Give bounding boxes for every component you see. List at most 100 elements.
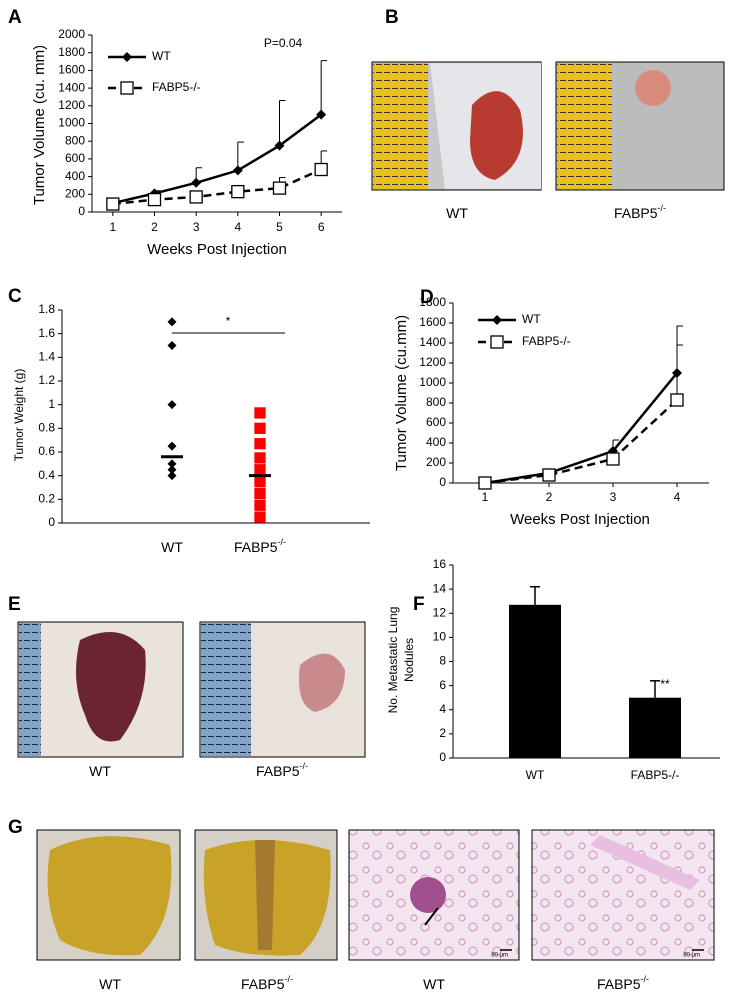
label-text: WT xyxy=(99,976,121,992)
x-tick-label: 4 xyxy=(674,490,681,504)
x-tick-label: 2 xyxy=(151,220,158,234)
y-axis-label: Tumor Volume (cu.mm) xyxy=(393,315,410,471)
y-tick-label: 1200 xyxy=(419,355,446,369)
scale-bar-label: 80 μm xyxy=(491,953,508,959)
label: WT xyxy=(161,539,183,555)
marker xyxy=(106,197,120,211)
y-tick-label: 1200 xyxy=(58,98,85,112)
marker xyxy=(167,341,177,350)
y-tick-label: 400 xyxy=(426,435,446,449)
marker xyxy=(254,438,266,450)
y-tick-label: 200 xyxy=(426,455,446,469)
marker xyxy=(167,459,177,469)
y-tick-label: 1.2 xyxy=(38,373,55,387)
marker xyxy=(254,511,266,523)
scale-bar-label: 80 μm xyxy=(683,953,700,959)
y-tick-label: 0 xyxy=(439,750,446,764)
x-tick-label: 5 xyxy=(276,220,283,234)
marker xyxy=(254,475,266,488)
panel-label: A xyxy=(8,7,22,28)
label-text: FABP5 xyxy=(597,976,641,992)
marker xyxy=(167,441,177,451)
annotation: P=0.04 xyxy=(264,36,303,50)
photo-tumor-wt xyxy=(371,61,542,191)
y-axis-label: Tumor Volume (cu. mm) xyxy=(31,45,48,205)
marker xyxy=(542,468,556,482)
x-tick-label: 3 xyxy=(193,220,200,234)
label-text: FABP5 xyxy=(241,976,285,992)
y-axis-label-line: No. Metastatic Lung xyxy=(386,607,400,714)
series-line xyxy=(112,113,322,205)
marker xyxy=(254,499,266,511)
y-tick-label: 1.6 xyxy=(38,326,55,340)
label: FABP5-/- xyxy=(234,537,286,554)
y-tick-label: 1000 xyxy=(419,375,446,389)
label-text: FABP5 xyxy=(256,763,300,779)
y-tick-label: 1000 xyxy=(58,116,85,130)
marker xyxy=(272,181,287,195)
y-axis-label: No. Metastatic Lung Nodules xyxy=(386,607,416,714)
marker xyxy=(167,400,177,410)
label: FABP5-/- xyxy=(614,203,666,220)
label: FABP5-/- xyxy=(597,974,649,991)
y-tick-label: 600 xyxy=(65,151,85,165)
photo-lung-wt xyxy=(17,621,184,758)
x-tick-label: 1 xyxy=(482,490,489,504)
label: WT xyxy=(89,763,111,779)
label-text: WT xyxy=(423,976,445,992)
label-text: FABP5 xyxy=(234,539,278,555)
series-line xyxy=(484,399,678,485)
x-tick-label: FABP5-/- xyxy=(631,768,680,782)
panel-label: E xyxy=(8,594,21,615)
y-tick-label: 1400 xyxy=(419,335,446,349)
y-tick-label: 0.6 xyxy=(38,444,55,458)
marker xyxy=(274,140,285,151)
x-tick-label: 4 xyxy=(234,220,241,234)
marker xyxy=(606,452,620,466)
y-tick-label: 4 xyxy=(439,702,446,716)
y-tick-label: 8 xyxy=(439,654,446,668)
y-tick-label: 1.8 xyxy=(38,302,55,316)
marker xyxy=(167,317,177,327)
y-tick-label: 6 xyxy=(439,678,446,692)
y-axis-label-line: Nodules xyxy=(402,638,416,682)
x-axis-label: Weeks Post Injection xyxy=(147,241,287,258)
marker xyxy=(670,393,684,407)
label-superscript: -/- xyxy=(278,537,287,547)
legend-label: WT xyxy=(522,312,541,326)
y-tick-label: 14 xyxy=(433,581,447,595)
photo-tumor-ko xyxy=(555,61,725,191)
y-tick-label: 400 xyxy=(65,169,85,183)
label: WT xyxy=(423,976,445,992)
panel-label: C xyxy=(8,286,22,307)
bar xyxy=(629,697,681,758)
panel-label: F xyxy=(413,594,425,615)
marker xyxy=(492,315,502,325)
marker xyxy=(314,162,328,177)
marker xyxy=(120,81,134,95)
y-tick-label: 1.4 xyxy=(38,350,55,364)
y-tick-label: 16 xyxy=(433,557,447,571)
y-tick-label: 1600 xyxy=(419,315,446,329)
panel-label: B xyxy=(385,7,399,28)
legend-label: FABP5-/- xyxy=(522,334,571,348)
marker xyxy=(254,422,266,434)
photo-histology-wt xyxy=(348,829,520,961)
y-tick-label: 1 xyxy=(48,397,55,411)
marker xyxy=(232,165,243,176)
bar xyxy=(509,604,561,758)
marker xyxy=(147,192,162,207)
label: WT xyxy=(99,976,121,992)
label-text: WT xyxy=(89,763,111,779)
label-superscript: -/- xyxy=(641,974,650,984)
label-text: WT xyxy=(161,539,183,555)
y-tick-label: 800 xyxy=(426,395,446,409)
y-tick-label: 600 xyxy=(426,415,446,429)
y-tick-label: 2 xyxy=(439,726,446,740)
y-tick-label: 10 xyxy=(433,630,447,644)
marker xyxy=(167,465,177,475)
marker xyxy=(254,407,266,419)
marker xyxy=(316,109,327,120)
label: FABP5-/- xyxy=(256,761,308,778)
